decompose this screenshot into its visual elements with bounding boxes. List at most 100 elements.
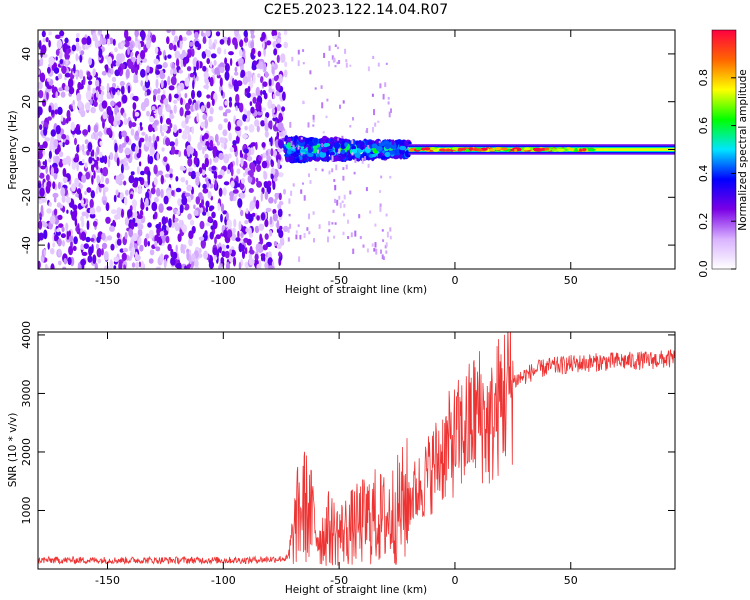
heatmap-cell bbox=[101, 70, 107, 76]
heatmap-cell bbox=[323, 143, 329, 148]
heatmap-cell bbox=[147, 222, 152, 228]
heatmap-cell bbox=[124, 231, 128, 240]
heatmap-cell bbox=[276, 104, 281, 112]
heatmap-cell bbox=[140, 197, 143, 206]
heatmap-cell bbox=[119, 80, 125, 87]
heatmap-cell bbox=[101, 248, 104, 256]
heatmap-cell bbox=[184, 92, 188, 99]
heatmap-cell bbox=[50, 248, 55, 255]
x-tick-label: -50 bbox=[330, 274, 348, 287]
heatmap-cell bbox=[126, 36, 130, 42]
heatmap-cell bbox=[185, 179, 189, 186]
heatmap-cell bbox=[271, 30, 278, 37]
heatmap-cell bbox=[175, 187, 182, 193]
heatmap-cell bbox=[457, 147, 467, 151]
heatmap-cell bbox=[188, 230, 194, 239]
heatmap-cell bbox=[88, 57, 92, 66]
heatmap-cell bbox=[211, 211, 216, 219]
heatmap-cell bbox=[300, 149, 306, 153]
heatmap-cell bbox=[97, 30, 102, 35]
heatmap-cell bbox=[155, 266, 161, 269]
heatmap-cell bbox=[109, 225, 115, 232]
heatmap-cell bbox=[344, 142, 348, 147]
heatmap-cell bbox=[123, 180, 127, 186]
heatmap-cell bbox=[243, 172, 246, 177]
heatmap-cell bbox=[60, 233, 66, 239]
heatmap-cell bbox=[372, 55, 375, 59]
heatmap-cell bbox=[297, 60, 300, 67]
heatmap-cell bbox=[232, 189, 239, 194]
heatmap-cell bbox=[228, 255, 235, 263]
heatmap-cell bbox=[77, 100, 83, 109]
heatmap-cell bbox=[303, 157, 308, 161]
heatmap-cell bbox=[49, 139, 54, 150]
heatmap-cell bbox=[334, 184, 337, 191]
heatmap-cell bbox=[48, 201, 52, 207]
heatmap-cell bbox=[154, 196, 159, 203]
y-tick-label: -40 bbox=[20, 236, 33, 254]
heatmap-cell bbox=[191, 253, 196, 262]
heatmap-cell bbox=[157, 88, 161, 94]
heatmap-cell bbox=[220, 89, 224, 96]
heatmap-cell bbox=[84, 162, 88, 169]
heatmap-cell bbox=[234, 71, 239, 76]
heatmap-cell bbox=[297, 224, 300, 227]
heatmap-cell bbox=[57, 214, 63, 220]
heatmap-cell bbox=[194, 266, 200, 269]
heatmap-cell bbox=[551, 148, 557, 152]
heatmap-cell bbox=[116, 112, 122, 117]
heatmap-cell bbox=[73, 157, 79, 163]
heatmap-cell bbox=[137, 223, 144, 230]
heatmap-cell bbox=[50, 129, 56, 137]
heatmap-cell bbox=[170, 256, 176, 266]
heatmap-cell bbox=[38, 90, 44, 99]
heatmap-cell bbox=[330, 151, 335, 156]
heatmap-cell bbox=[53, 67, 60, 74]
snr-panel: -150 -100 -50 0 50 1000 2000 3000 4000 Height o… bbox=[7, 321, 676, 596]
y-tick-label: 20 bbox=[20, 95, 33, 109]
heatmap-cell bbox=[233, 79, 238, 89]
heatmap-cell bbox=[262, 40, 265, 50]
heatmap-cell bbox=[97, 258, 102, 264]
heatmap-cell bbox=[320, 85, 323, 89]
heatmap-cell bbox=[173, 44, 177, 52]
heatmap-cell bbox=[132, 182, 138, 188]
heatmap-cell bbox=[71, 183, 76, 192]
heatmap-cell bbox=[281, 106, 286, 112]
heatmap-cell bbox=[321, 102, 324, 109]
heatmap-cell bbox=[181, 224, 187, 233]
heatmap-cell bbox=[96, 236, 101, 243]
heatmap-cell bbox=[257, 243, 263, 254]
heatmap-cell bbox=[92, 108, 96, 114]
heatmap-cell bbox=[38, 182, 42, 189]
heatmap-cell bbox=[278, 251, 282, 257]
heatmap-cell bbox=[80, 50, 85, 56]
heatmap-cell bbox=[133, 72, 138, 83]
heatmap-cell bbox=[206, 101, 211, 109]
heatmap-cell bbox=[258, 155, 262, 161]
x-tick-label: 0 bbox=[451, 274, 458, 287]
heatmap-cell bbox=[240, 69, 246, 79]
heatmap-cell bbox=[125, 135, 130, 143]
heatmap-cell bbox=[225, 212, 229, 221]
heatmap-cell bbox=[380, 155, 387, 160]
heatmap-cell bbox=[516, 148, 521, 152]
heatmap-cell bbox=[328, 170, 331, 175]
heatmap-cell bbox=[249, 101, 253, 106]
heatmap-cell bbox=[90, 133, 95, 140]
heatmap-cell bbox=[256, 164, 262, 173]
heatmap-cell bbox=[153, 176, 158, 186]
heatmap-cell bbox=[245, 208, 249, 214]
heatmap-cell bbox=[100, 167, 103, 174]
heatmap-cell bbox=[284, 153, 291, 158]
heatmap-cell bbox=[264, 191, 269, 200]
heatmap-cell bbox=[129, 193, 134, 200]
heatmap-cell bbox=[378, 153, 382, 158]
heatmap-cell bbox=[123, 264, 127, 269]
heatmap-cell bbox=[114, 142, 118, 153]
heatmap-cell bbox=[224, 250, 230, 259]
heatmap-cell bbox=[331, 168, 334, 173]
heatmap-cell bbox=[216, 249, 220, 258]
heatmap-cell bbox=[195, 176, 200, 187]
heatmap-cell bbox=[305, 151, 309, 155]
